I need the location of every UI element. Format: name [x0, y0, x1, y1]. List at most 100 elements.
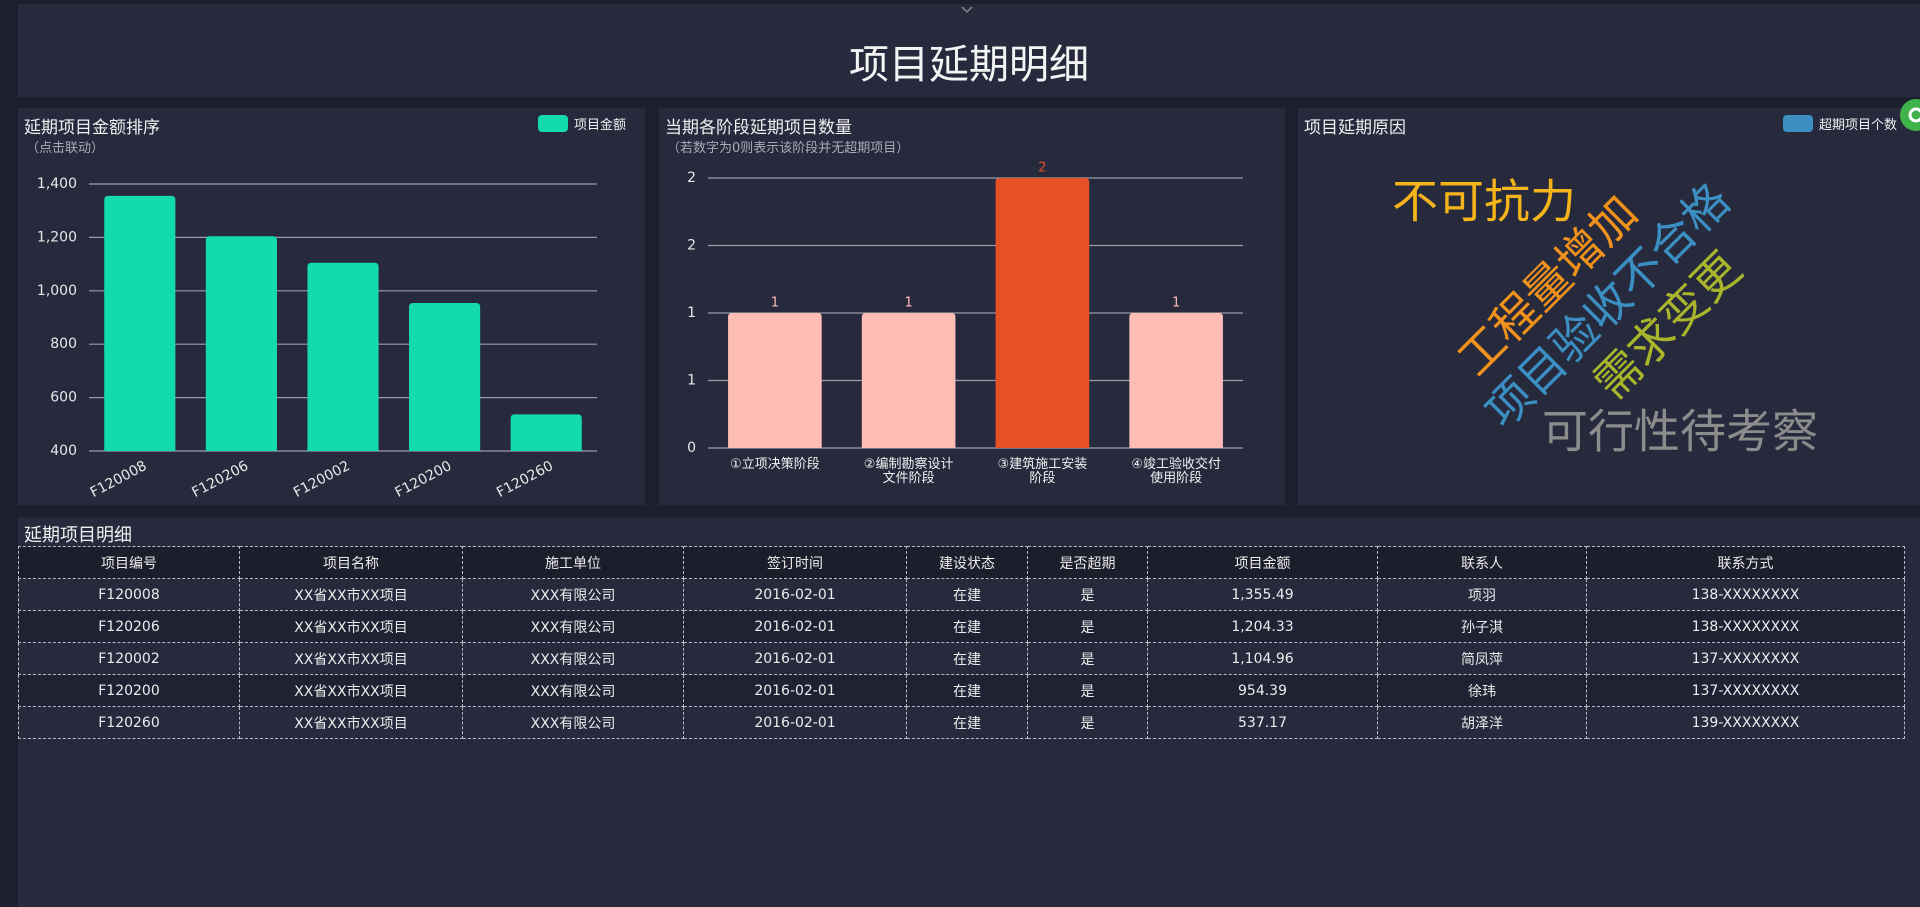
y-tick-label: 1,400 [37, 176, 77, 192]
table-cell: 在建 [906, 706, 1028, 739]
table-cell: 项羽 [1377, 578, 1587, 611]
x-tick-label: F120206 [189, 458, 251, 501]
table-panel: 延期项目明细 项目编号 项目名称 施工单位 签订时间 建设状态 是否超期 项目金额 联系人 联系… [18, 517, 1920, 907]
bar [728, 313, 822, 448]
table-cell: 是 [1027, 610, 1148, 643]
table-cell: 徐玮 [1377, 674, 1587, 707]
column-header: 联系人 [1377, 546, 1587, 579]
table-cell: F120200 [18, 674, 240, 707]
table-cell: 954.39 [1147, 674, 1378, 707]
table-row: F120260 XX省XX市XX项目 XXX有限公司 2016-02-01 在建是 537… [18, 706, 1905, 739]
table-row: F120008 XX省XX市XX项目 XXX有限公司 2016-02-01 在建是 1,3… [18, 578, 1905, 611]
legend: 项目金额 [538, 114, 626, 133]
value-label: 1 [1172, 296, 1180, 311]
table-cell: XXX有限公司 [462, 578, 684, 611]
table-cell: 2016-02-01 [683, 610, 907, 643]
column-header: 项目金额 [1147, 546, 1378, 579]
table-cell: 在建 [906, 610, 1028, 643]
table-cell: 在建 [906, 642, 1028, 675]
chart-title: 项目延期原因 [1304, 118, 1406, 138]
table-cell: 1,355.49 [1147, 578, 1378, 611]
table-cell: XXX有限公司 [462, 642, 684, 675]
table-cell: 简凤萍 [1377, 642, 1587, 675]
y-tick-label: 1,000 [37, 283, 77, 299]
panel-stage-chart: 当期各阶段延期项目数量 （若数字为0则表示该阶段并无超期项目） 0 1 1 2 2 1 1 2 1 ①… [659, 108, 1285, 505]
table-cell: 137-XXXXXXXX [1586, 642, 1905, 675]
panel-amount-chart[interactable]: 延期项目金额排序 （点击联动） 项目金额 400 600 800 1,000 1,200 1,4… [18, 108, 645, 505]
chart-subtitle: （点击联动） [26, 141, 105, 156]
y-tick-label: 1,200 [37, 229, 77, 245]
bar [995, 178, 1090, 448]
y-tick-label: 600 [50, 390, 77, 406]
collapse-chevron[interactable] [960, 4, 974, 14]
y-tick-label: 1 [687, 305, 696, 321]
table-cell: 537.17 [1147, 706, 1378, 739]
table-cell: 2016-02-01 [683, 674, 907, 707]
bar [1129, 313, 1223, 448]
table-cell: XXX有限公司 [462, 706, 684, 739]
table-cell: XX省XX市XX项目 [239, 610, 463, 643]
column-header: 施工单位 [462, 546, 684, 579]
column-header: 联系方式 [1586, 546, 1905, 579]
top-bar: 项目延期明细 [18, 4, 1920, 97]
y-tick-label: 1 [687, 373, 696, 389]
column-header: 是否超期 [1027, 546, 1148, 579]
table-cell: 胡泽洋 [1377, 706, 1587, 739]
y-tick-label: 0 [687, 440, 696, 456]
table-cell: XX省XX市XX项目 [239, 674, 463, 707]
table-cell: XX省XX市XX项目 [239, 706, 463, 739]
table-cell: 是 [1027, 674, 1148, 707]
x-tick-label: F120260 [494, 458, 556, 501]
x-tick-label: F120002 [291, 458, 353, 501]
table-row: F120002 XX省XX市XX项目 XXX有限公司 2016-02-01 在建是 1,1… [18, 642, 1905, 675]
settings-button[interactable] [1898, 97, 1920, 133]
table-row: F120206 XX省XX市XX项目 XXX有限公司 2016-02-01 在建是 1,2… [18, 610, 1905, 643]
table-cell: 孙子淇 [1377, 610, 1587, 643]
table-cell: 是 [1027, 642, 1148, 675]
panel-reason-cloud: 项目延期原因 超期项目个数不可抗力 工程量增加 项目验收不合格 需求变更 可行性待考察 [1298, 108, 1920, 505]
header-row: 项目编号 项目名称 施工单位 签订时间 建设状态 是否超期 项目金额 联系人 联系方式 [18, 546, 1905, 579]
table-cell: F120260 [18, 706, 240, 739]
table-cell: 138-XXXXXXXX [1586, 610, 1905, 643]
value-label: 2 [1038, 161, 1046, 176]
y-tick-label: 2 [687, 238, 696, 254]
table-cell: 138-XXXXXXXX [1586, 578, 1905, 611]
cloud-word: 不可抗力 [1392, 175, 1576, 229]
table-cell: 2016-02-01 [683, 706, 907, 739]
y-tick-label: 2 [687, 170, 696, 186]
table-cell: 2016-02-01 [683, 578, 907, 611]
table-cell: XXX有限公司 [462, 610, 684, 643]
legend-label: 项目金额 [574, 118, 627, 133]
x-tick-label: F120200 [393, 458, 455, 501]
table-cell: 2016-02-01 [683, 642, 907, 675]
chart-title: 延期项目金额排序 [24, 118, 160, 138]
table-cell: 1,104.96 [1147, 642, 1378, 675]
bar [205, 236, 277, 451]
table-cell: F120002 [18, 642, 240, 675]
x-tick-label: ①立项决策阶段 [730, 457, 820, 472]
table-cell: 139-XXXXXXXX [1586, 706, 1905, 739]
table-cell: F120008 [18, 578, 240, 611]
column-header: 项目编号 [18, 546, 240, 579]
table-cell: 在建 [906, 578, 1028, 611]
bar [409, 302, 481, 451]
table-cell: 在建 [906, 674, 1028, 707]
x-tick-label: ④竣工验收交付使用阶段 [1131, 457, 1221, 486]
value-label: 1 [904, 296, 912, 311]
bar [307, 262, 379, 451]
legend: 超期项目个数 [1783, 114, 1897, 133]
x-tick-label: F120008 [88, 458, 150, 501]
column-header: 建设状态 [906, 546, 1028, 579]
column-header: 签订时间 [683, 546, 907, 579]
table-cell: 1,204.33 [1147, 610, 1378, 643]
y-tick-label: 400 [50, 443, 77, 459]
table-cell: XX省XX市XX项目 [239, 642, 463, 675]
chart-title: 当期各阶段延期项目数量 [665, 118, 852, 138]
table-row: F120200 XX省XX市XX项目 XXX有限公司 2016-02-01 在建是 954… [18, 674, 1905, 707]
legend-swatch [538, 115, 568, 132]
legend-label: 超期项目个数 [1819, 118, 1898, 133]
x-tick-label: ②编制勘察设计文件阶段 [863, 457, 954, 486]
chart-plot: 0 1 1 2 2 1 1 2 1 [687, 161, 1243, 456]
